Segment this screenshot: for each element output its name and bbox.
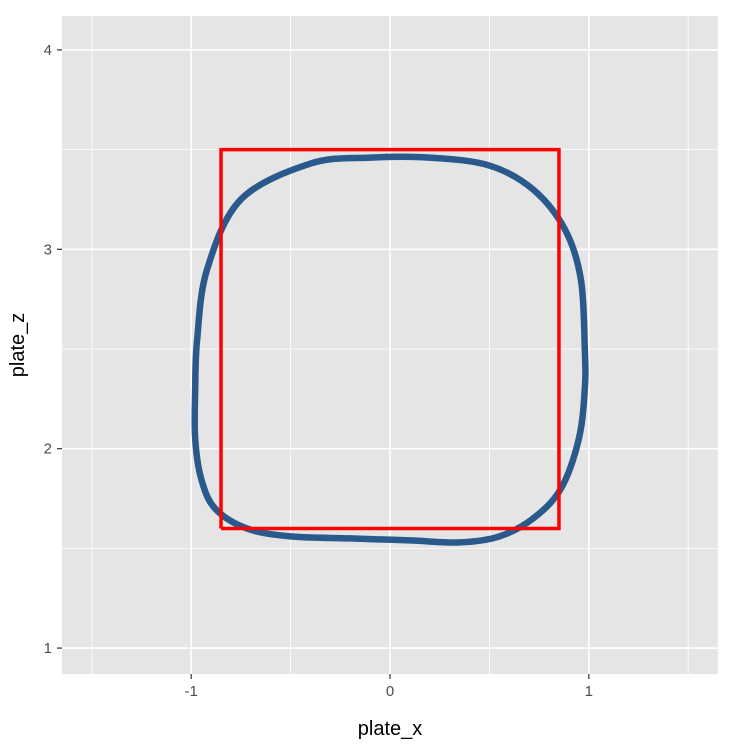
tick-labels: -1 0 1 1 2 3 4 xyxy=(44,42,593,700)
x-tick-label: 1 xyxy=(585,683,593,700)
axis-ticks xyxy=(57,49,590,679)
y-axis-title: plate_z xyxy=(7,313,29,378)
strike-zone-box xyxy=(219,147,561,531)
y-tick-label: 3 xyxy=(44,241,52,258)
series-layer xyxy=(191,147,589,546)
x-axis-title: plate_x xyxy=(358,718,423,740)
y-tick-label: 1 xyxy=(44,640,52,657)
grid-major xyxy=(62,16,718,674)
x-tick-label: -1 xyxy=(185,683,198,700)
y-tick-label: 4 xyxy=(44,42,52,59)
density-contour-line xyxy=(191,153,589,546)
y-tick-label: 2 xyxy=(44,441,52,458)
x-tick-label: 0 xyxy=(386,683,394,700)
